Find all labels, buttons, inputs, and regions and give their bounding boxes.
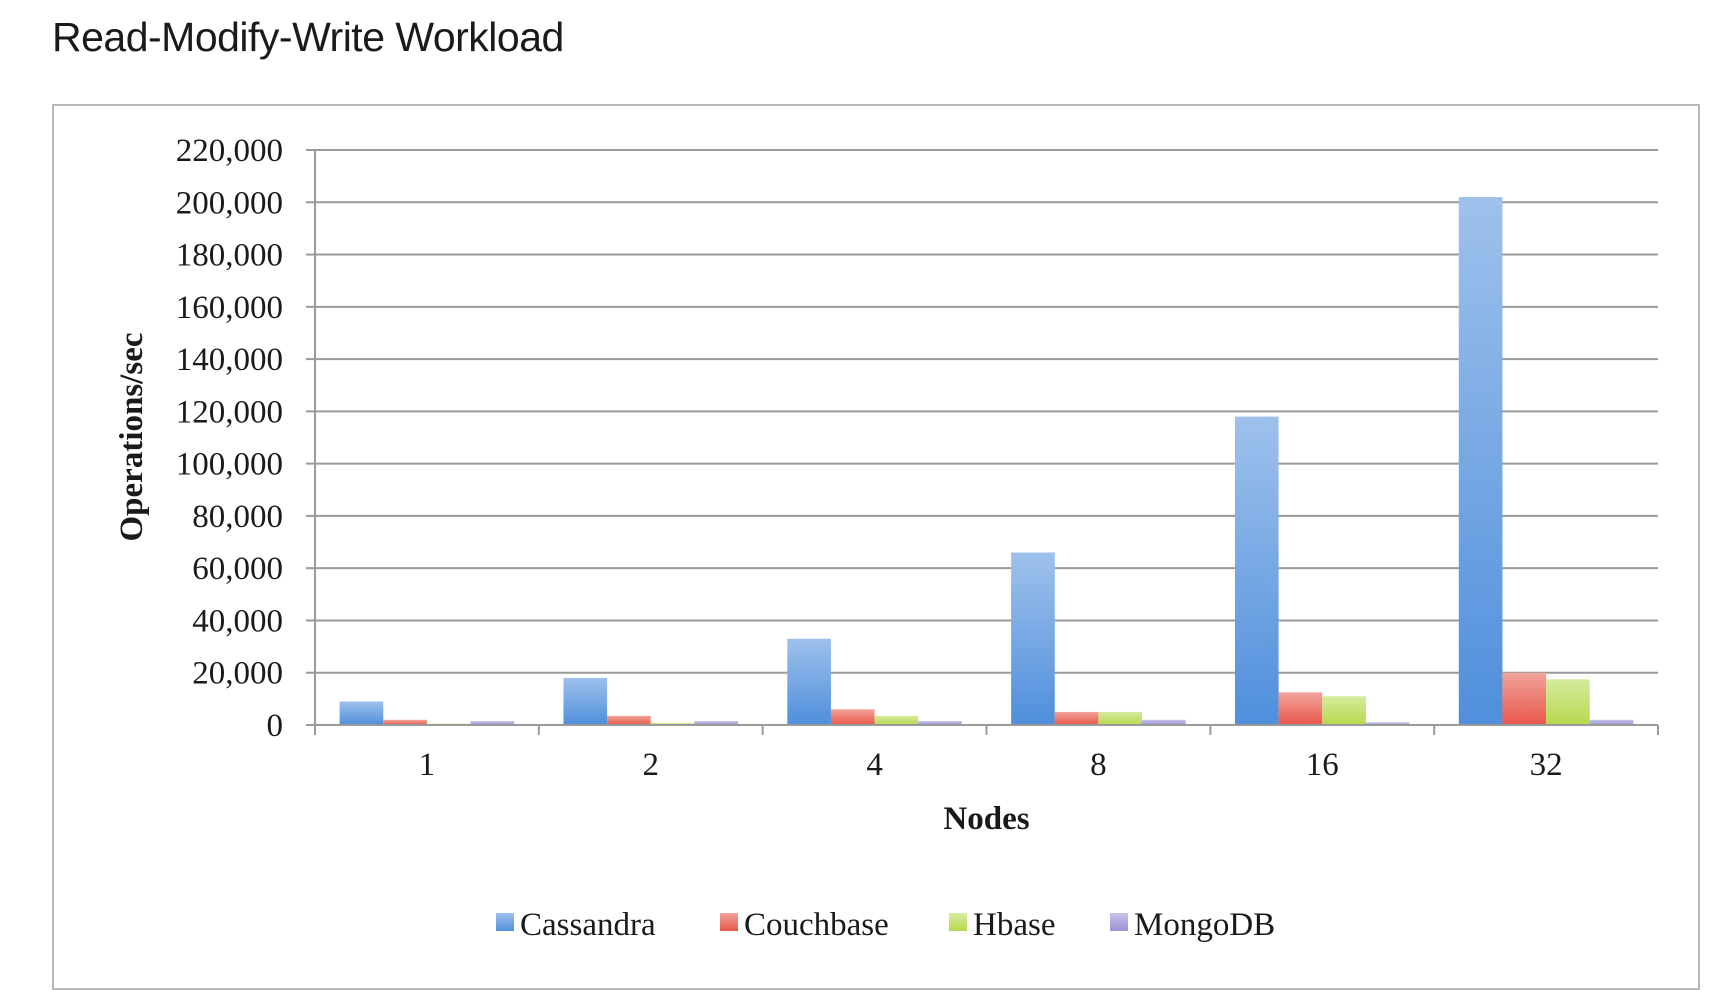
bar-couchbase-4 <box>830 709 875 725</box>
y-tick-label: 80,000 <box>192 499 283 535</box>
bar-cassandra-8 <box>1011 552 1055 725</box>
y-tick-label: 120,000 <box>176 394 283 430</box>
bar-couchbase-16 <box>1278 692 1323 725</box>
bar-cassandra-1 <box>339 701 384 725</box>
bar-cassandra-16 <box>1234 416 1279 725</box>
bar-mongodb-16 <box>1365 722 1410 725</box>
bars <box>339 197 1634 725</box>
y-tick-label: 140,000 <box>176 342 283 378</box>
legend: Cassandra Couchbase Hbase MongoDB <box>496 907 1275 943</box>
y-tick-label: 20,000 <box>192 656 283 692</box>
bar-couchbase-2 <box>607 715 651 725</box>
x-tick-label: 2 <box>643 747 660 783</box>
slide-title: Read-Modify-Write Workload <box>52 14 564 60</box>
bar-couchbase-32 <box>1502 672 1547 725</box>
bar-mongodb-8 <box>1142 719 1186 725</box>
bar-couchbase-8 <box>1054 711 1099 725</box>
bar-mongodb-4 <box>918 721 962 725</box>
y-tick-label: 220,000 <box>176 133 283 169</box>
y-tick-label: 60,000 <box>192 551 283 587</box>
y-tick-labels: 0 20,000 40,000 60,000 80,000 100,000 120,000 1… <box>176 133 283 744</box>
y-tick-label: 160,000 <box>176 290 283 326</box>
gridlines <box>315 149 1658 726</box>
bar-hbase-32 <box>1546 679 1590 725</box>
y-tick-label: 40,000 <box>192 603 283 639</box>
y-axis-title: Operations/sec <box>114 333 150 542</box>
x-tick-label: 32 <box>1530 747 1563 783</box>
x-tick-label: 4 <box>866 747 883 783</box>
x-tick-label: 1 <box>419 747 436 783</box>
legend-label-hbase: Hbase <box>973 907 1055 943</box>
bar-cassandra-2 <box>563 677 608 725</box>
bar-mongodb-32 <box>1589 719 1634 725</box>
x-tick-label: 16 <box>1306 747 1339 783</box>
x-tick-labels: 1 2 4 8 16 32 <box>419 747 1563 783</box>
legend-label-mongodb: MongoDB <box>1134 907 1275 943</box>
bar-hbase-8 <box>1098 711 1143 725</box>
legend-swatch-couchbase <box>720 913 738 931</box>
bar-mongodb-2 <box>694 721 739 725</box>
legend-swatch-mongodb <box>1110 913 1128 931</box>
y-tick-label: 180,000 <box>176 238 283 274</box>
y-tick-label: 100,000 <box>176 447 283 483</box>
bar-cassandra-4 <box>787 638 831 725</box>
y-tick-label: 200,000 <box>176 185 283 221</box>
legend-swatch-cassandra <box>496 913 514 931</box>
x-tick-label: 8 <box>1090 747 1107 783</box>
bar-hbase-2 <box>650 722 695 725</box>
axes <box>306 149 1659 735</box>
x-axis-title: Nodes <box>943 801 1029 837</box>
bar-hbase-16 <box>1322 696 1366 725</box>
bar-mongodb-1 <box>470 721 515 725</box>
chart-frame <box>52 104 1700 990</box>
bar-cassandra-32 <box>1458 197 1503 725</box>
bar-couchbase-1 <box>383 719 427 725</box>
bar-hbase-4 <box>874 715 919 725</box>
legend-swatch-hbase <box>949 913 967 931</box>
legend-label-cassandra: Cassandra <box>520 907 656 943</box>
legend-label-couchbase: Couchbase <box>744 907 889 943</box>
y-tick-label: 0 <box>267 708 284 744</box>
